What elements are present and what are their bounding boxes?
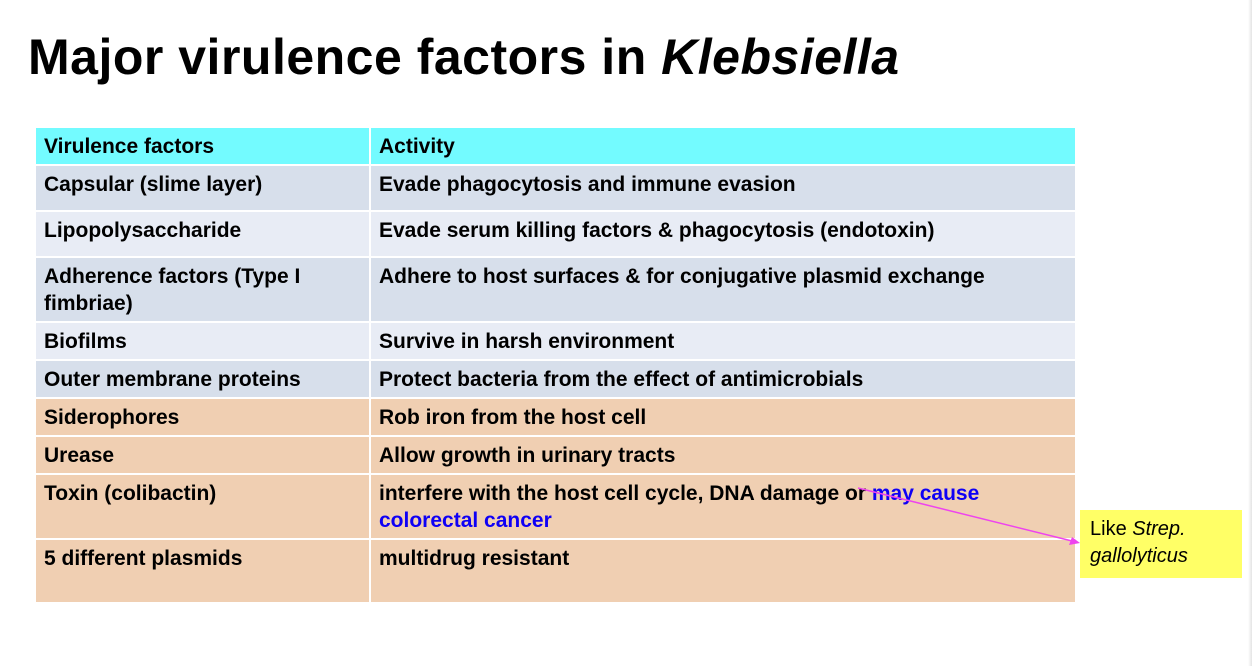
table-row: Lipopolysaccharide Evade serum killing f… bbox=[34, 210, 1077, 258]
table-header-row: Virulence factors Activity bbox=[34, 126, 1077, 166]
header-activity: Activity bbox=[369, 126, 1077, 166]
table-row: Urease Allow growth in urinary tracts bbox=[34, 435, 1077, 475]
slide-edge bbox=[1248, 0, 1252, 666]
callout-text: Like bbox=[1090, 518, 1133, 540]
activity-cell: Survive in harsh environment bbox=[369, 321, 1077, 361]
arrow-head bbox=[1069, 537, 1080, 545]
activity-cell: multidrug resistant bbox=[369, 538, 1077, 604]
table-row: Siderophores Rob iron from the host cell bbox=[34, 397, 1077, 437]
activity-cell: Protect bacteria from the effect of anti… bbox=[369, 359, 1077, 399]
activity-cell: Evade phagocytosis and immune evasion bbox=[369, 164, 1077, 212]
table-row: Toxin (colibactin) interfere with the ho… bbox=[34, 473, 1077, 540]
factor-cell: Capsular (slime layer) bbox=[34, 164, 371, 212]
table-row: Outer membrane proteins Protect bacteria… bbox=[34, 359, 1077, 399]
table-row: Capsular (slime layer) Evade phagocytosi… bbox=[34, 164, 1077, 212]
callout-note: Like Strep. gallolyticus bbox=[1080, 510, 1242, 578]
slide-title: Major virulence factors in Klebsiella bbox=[28, 28, 900, 86]
activity-cell: Adhere to host surfaces & for conjugativ… bbox=[369, 256, 1077, 323]
factor-cell: Biofilms bbox=[34, 321, 371, 361]
table-row: 5 different plasmids multidrug resistant bbox=[34, 538, 1077, 604]
activity-cell: interfere with the host cell cycle, DNA … bbox=[369, 473, 1077, 540]
activity-cell: Allow growth in urinary tracts bbox=[369, 435, 1077, 475]
factor-cell: 5 different plasmids bbox=[34, 538, 371, 604]
factor-cell: Siderophores bbox=[34, 397, 371, 437]
factor-cell: Toxin (colibactin) bbox=[34, 473, 371, 540]
virulence-table: Virulence factors Activity Capsular (sli… bbox=[34, 126, 1077, 604]
title-genus: Klebsiella bbox=[661, 29, 900, 85]
activity-highlight: may cause colorectal cancer bbox=[379, 482, 980, 532]
activity-cell: Evade serum killing factors & phagocytos… bbox=[369, 210, 1077, 258]
activity-text: interfere with the host cell cycle, DNA … bbox=[379, 482, 872, 505]
factor-cell: Urease bbox=[34, 435, 371, 475]
header-virulence-factors: Virulence factors bbox=[34, 126, 371, 166]
activity-cell: Rob iron from the host cell bbox=[369, 397, 1077, 437]
title-text: Major virulence factors in bbox=[28, 29, 662, 85]
table-row: Adherence factors (Type I fimbriae) Adhe… bbox=[34, 256, 1077, 323]
factor-cell: Lipopolysaccharide bbox=[34, 210, 371, 258]
table-row: Biofilms Survive in harsh environment bbox=[34, 321, 1077, 361]
callout-species: Strep. gallolyticus bbox=[1090, 518, 1188, 567]
arrow-line bbox=[857, 487, 1073, 542]
factor-cell: Outer membrane proteins bbox=[34, 359, 371, 399]
factor-cell: Adherence factors (Type I fimbriae) bbox=[34, 256, 371, 323]
